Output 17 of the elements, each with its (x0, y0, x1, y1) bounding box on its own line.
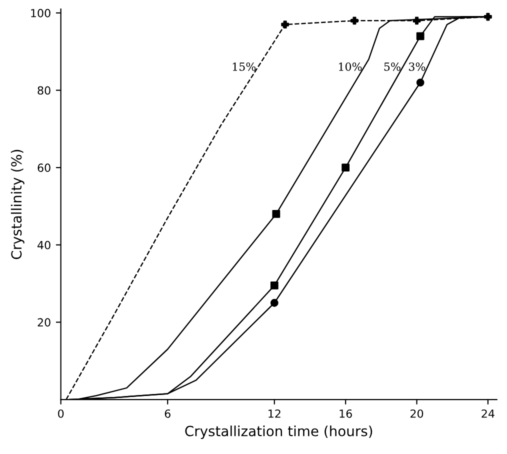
series-label: 15% (232, 62, 256, 71)
y-tick-label: 100 (31, 8, 50, 18)
x-tick-label: 6 (164, 409, 170, 418)
x-tick-label: 0 (58, 409, 64, 418)
y-tick-label: 80 (38, 86, 50, 95)
y-axis-title: Crystallinity (%) (10, 150, 24, 260)
y-tick-label: 40 (38, 240, 50, 250)
y-tick-label: 20 (38, 318, 50, 327)
x-tick-label: 24 (482, 409, 494, 418)
x-tick-label: 20 (410, 409, 424, 418)
x-axis-title: Crystallization time (hours) (185, 426, 372, 439)
x-tick-label: 12 (268, 409, 280, 418)
series-label: 3% (409, 62, 426, 71)
y-tick-label: 60 (38, 164, 50, 172)
x-tick-label: 16 (340, 409, 352, 418)
series-label: 5% (384, 62, 400, 71)
series-label: 10% (339, 62, 362, 71)
